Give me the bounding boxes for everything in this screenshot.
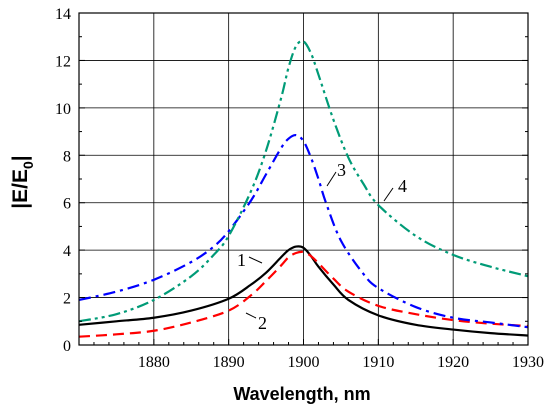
y-tick-label: 0 <box>63 338 71 355</box>
curve-4-label: 4 <box>398 176 407 196</box>
x-tick-label: 1920 <box>437 354 469 371</box>
x-axis-label: Wavelength, nm <box>233 384 370 404</box>
x-tick-label: 1880 <box>138 354 170 371</box>
x-tick-label: 1900 <box>288 354 320 371</box>
grid-lines <box>79 12 529 346</box>
curve-2-line <box>78 250 529 338</box>
curve-1-label: 1 <box>237 250 246 270</box>
y-axis-label-end: | <box>9 155 32 161</box>
y-axis-label-subscript: 0 <box>20 161 36 169</box>
y-tick-label: 12 <box>55 53 71 70</box>
x-tick-label: 1910 <box>362 354 394 371</box>
x-tick-label: 1930 <box>512 354 544 371</box>
curve-4-leader <box>383 187 394 202</box>
curve-group <box>78 39 529 338</box>
curve-3-leader <box>326 171 337 187</box>
curve-1-line <box>78 245 529 337</box>
y-tick-label: 8 <box>63 148 71 165</box>
x-tick-label: 1890 <box>213 354 245 371</box>
curve-2-leader <box>245 312 257 319</box>
curve-3-line <box>78 133 529 329</box>
curve-2-label: 2 <box>258 313 267 333</box>
y-tick-label: 14 <box>55 6 71 23</box>
y-tick-label: 2 <box>63 291 71 308</box>
y-axis-label-main: |E/E <box>9 169 32 209</box>
y-tick-label: 4 <box>63 243 71 260</box>
y-axis-label: |E/E0| <box>9 155 36 208</box>
y-tick-label: 10 <box>55 101 71 118</box>
curve-3-label: 3 <box>337 160 346 180</box>
curve-labels: 1 2 3 4 <box>237 160 407 333</box>
y-tick-label: 6 <box>63 196 71 213</box>
curve-1-leader <box>248 256 263 264</box>
axis-ticks <box>79 12 529 346</box>
curve-4-line <box>78 39 529 323</box>
